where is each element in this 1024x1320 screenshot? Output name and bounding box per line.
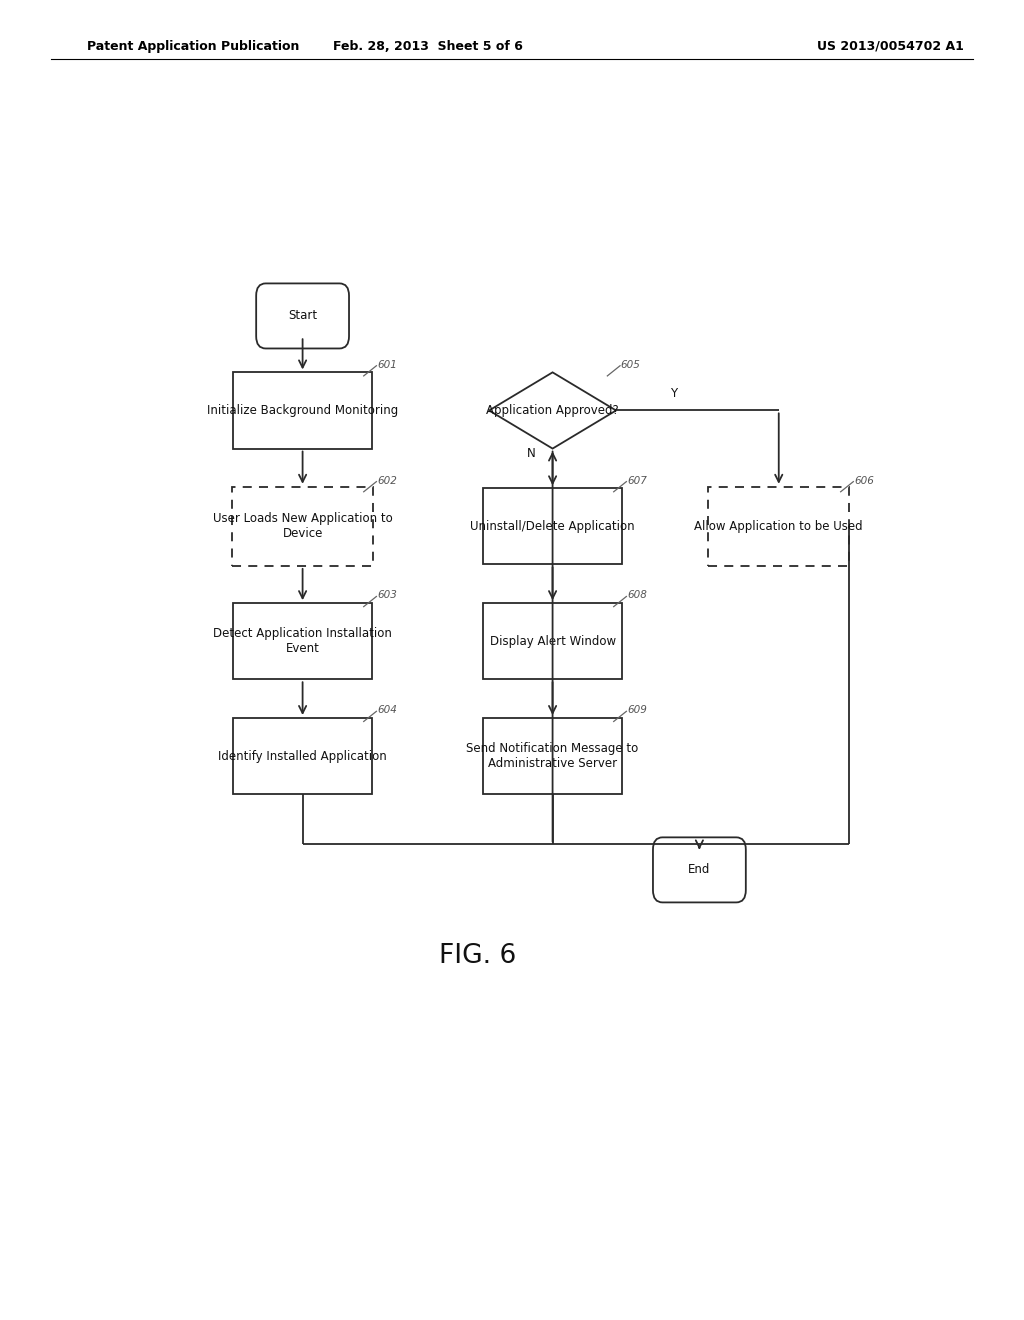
Text: Application Approved?: Application Approved?: [486, 404, 618, 417]
Bar: [483, 718, 622, 795]
Bar: [483, 488, 622, 565]
Text: 603: 603: [377, 590, 397, 601]
Text: FIG. 6: FIG. 6: [438, 944, 516, 969]
Text: User Loads New Application to
Device: User Loads New Application to Device: [213, 512, 392, 540]
Bar: [233, 372, 372, 449]
Text: 604: 604: [377, 705, 397, 715]
Bar: [233, 718, 372, 795]
Text: 609: 609: [627, 705, 647, 715]
Text: Feb. 28, 2013  Sheet 5 of 6: Feb. 28, 2013 Sheet 5 of 6: [333, 40, 523, 53]
Text: Uninstall/Delete Application: Uninstall/Delete Application: [470, 520, 635, 533]
Text: 605: 605: [621, 360, 641, 370]
Text: End: End: [688, 863, 711, 876]
Text: 602: 602: [377, 475, 397, 486]
Text: Y: Y: [671, 387, 678, 400]
Bar: [233, 603, 372, 680]
Bar: [232, 487, 373, 566]
Text: Allow Application to be Used: Allow Application to be Used: [694, 520, 863, 533]
Text: 601: 601: [377, 360, 397, 370]
Bar: [709, 487, 849, 566]
Text: Identify Installed Application: Identify Installed Application: [218, 750, 387, 763]
Text: Send Notification Message to
Administrative Server: Send Notification Message to Administrat…: [467, 742, 639, 770]
Text: N: N: [526, 446, 536, 459]
Text: US 2013/0054702 A1: US 2013/0054702 A1: [817, 40, 965, 53]
Bar: [483, 603, 622, 680]
Text: Detect Application Installation
Event: Detect Application Installation Event: [213, 627, 392, 655]
Text: 607: 607: [627, 475, 647, 486]
Text: 608: 608: [627, 590, 647, 601]
Text: Initialize Background Monitoring: Initialize Background Monitoring: [207, 404, 398, 417]
Text: Patent Application Publication: Patent Application Publication: [87, 40, 299, 53]
Text: 606: 606: [854, 475, 874, 486]
Text: Start: Start: [288, 309, 317, 322]
Text: Display Alert Window: Display Alert Window: [489, 635, 615, 648]
